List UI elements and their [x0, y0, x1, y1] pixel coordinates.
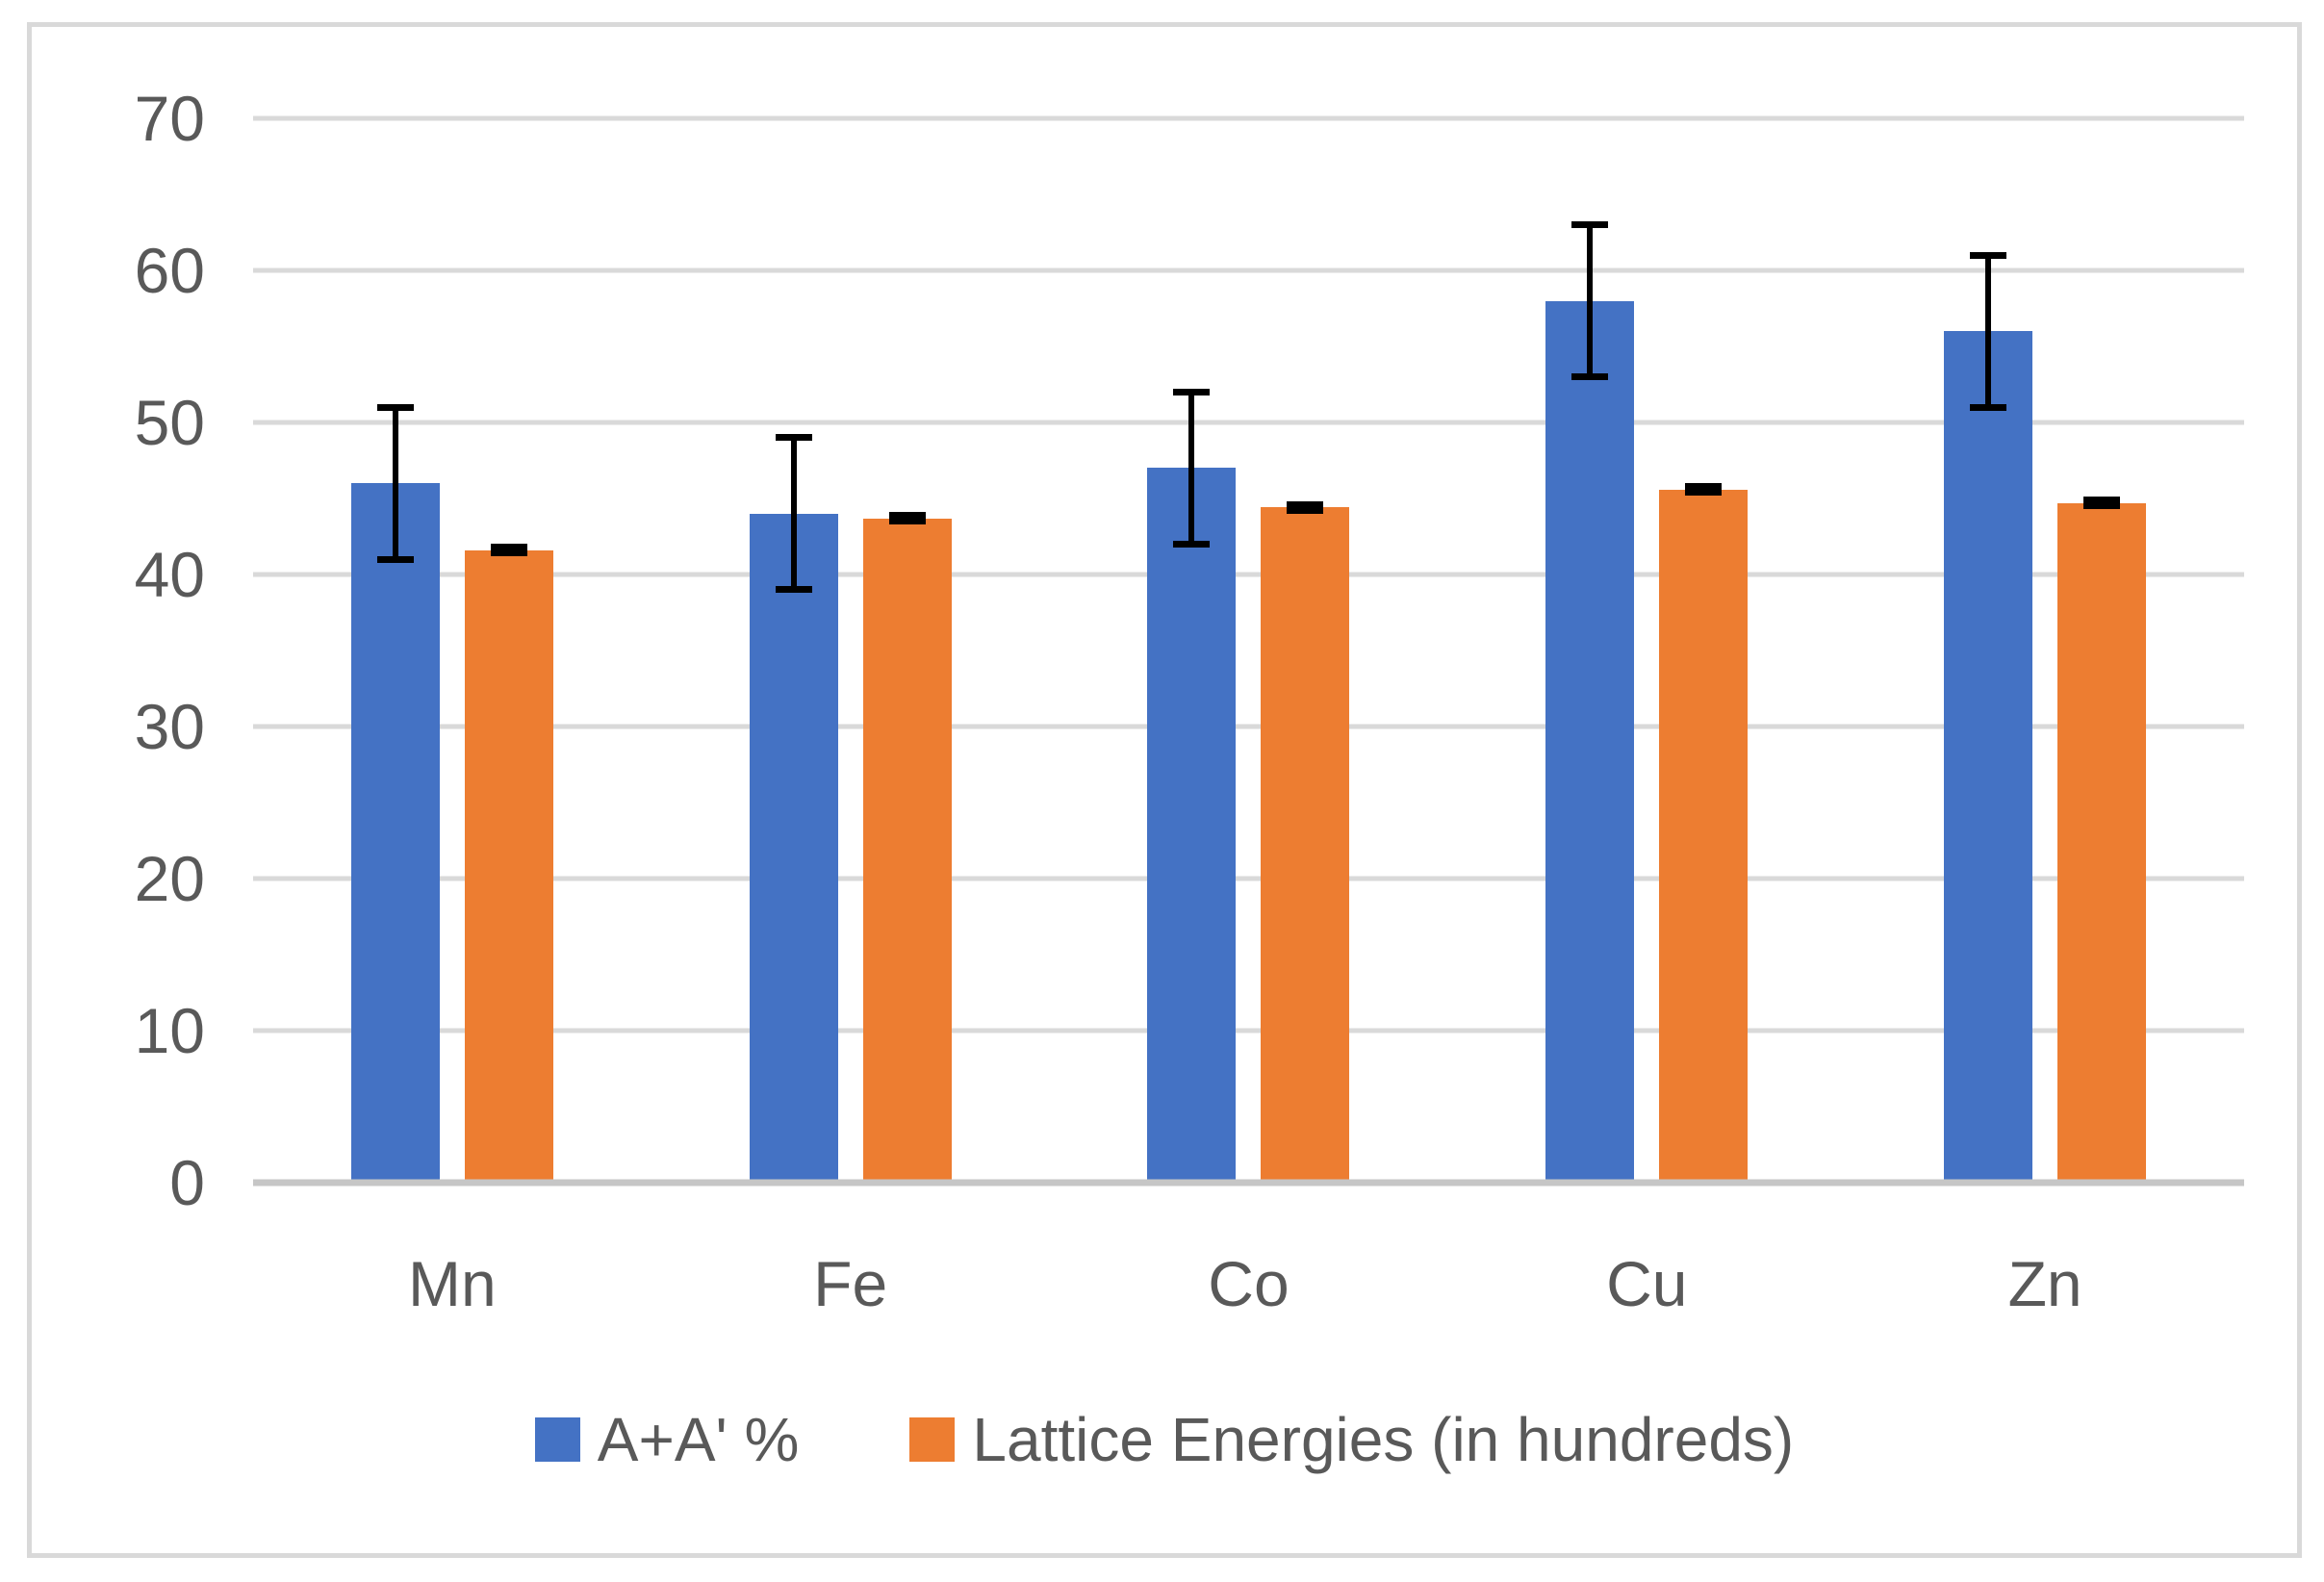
x-category-label: Co — [1208, 1248, 1290, 1319]
bar-series1-fe — [749, 434, 838, 1183]
bar-series1-mn — [350, 403, 440, 1183]
x-axis-line — [253, 1179, 2244, 1186]
bar-group — [1050, 118, 1448, 1183]
error-cap-bottom — [2083, 502, 2121, 510]
bar-series2-zn — [2057, 497, 2147, 1183]
error-cap-top — [1970, 251, 2007, 259]
x-axis: Mn Fe Co Cu Zn — [253, 1247, 2244, 1324]
gridline — [253, 572, 2244, 577]
gridline — [253, 115, 2244, 121]
error-cap-bottom — [376, 555, 414, 563]
legend-swatch — [909, 1417, 956, 1462]
error-cap-top — [775, 434, 812, 442]
error-cap-bottom — [1571, 373, 1609, 381]
chart-frame: 0 10 20 30 40 50 60 70 Mn Fe Co Cu Zn A+A' % Lattice… — [27, 22, 2302, 1558]
legend-item: A+A' % — [534, 1405, 800, 1474]
y-tick-label: 60 — [134, 235, 205, 306]
x-category-label: Cu — [1606, 1248, 1688, 1319]
error-whisker — [1188, 392, 1195, 545]
error-whisker — [1985, 255, 1992, 408]
y-tick-label: 30 — [134, 691, 205, 762]
bar-series2-cu — [1659, 482, 1749, 1183]
y-axis: 0 10 20 30 40 50 60 70 — [61, 87, 205, 1214]
gridline — [253, 268, 2244, 273]
legend-swatch — [534, 1417, 580, 1462]
error-whisker — [392, 407, 398, 560]
legend-label: A+A' % — [597, 1405, 800, 1474]
gridline — [253, 876, 2244, 881]
error-cap-bottom — [490, 549, 527, 557]
bar-group — [1447, 118, 1846, 1183]
error-cap-bottom — [888, 518, 926, 525]
error-cap-top — [888, 511, 926, 519]
legend-item: Lattice Energies (in hundreds) — [909, 1405, 1794, 1474]
y-tick-label: 40 — [134, 539, 205, 610]
x-category-label: Zn — [2007, 1248, 2082, 1319]
y-tick-label: 0 — [169, 1147, 205, 1218]
plot-area — [253, 115, 2244, 1186]
error-cap-top — [376, 403, 414, 411]
y-tick-label: 70 — [134, 83, 205, 154]
legend: A+A' % Lattice Energies (in hundreds) — [32, 1405, 2297, 1474]
bar-series2-fe — [862, 511, 952, 1183]
gridline — [253, 1028, 2244, 1033]
x-category-label: Mn — [408, 1248, 497, 1319]
error-cap-bottom — [1970, 403, 2007, 411]
error-cap-top — [1173, 388, 1211, 396]
bar-group — [1846, 118, 2244, 1183]
bar-series2-mn — [464, 544, 553, 1183]
y-tick-label: 50 — [134, 387, 205, 458]
error-cap-bottom — [1287, 507, 1324, 515]
error-cap-bottom — [775, 586, 812, 594]
y-tick-label: 20 — [134, 843, 205, 914]
error-cap-top — [1287, 500, 1324, 508]
bar-series1-co — [1147, 388, 1237, 1183]
error-cap-top — [1571, 221, 1609, 229]
error-cap-top — [1685, 482, 1723, 490]
x-category-label: Fe — [813, 1248, 888, 1319]
bar-group — [651, 118, 1050, 1183]
bar-series1-cu — [1545, 221, 1635, 1183]
error-whisker — [1587, 224, 1594, 377]
bar-group — [253, 118, 651, 1183]
y-tick-label: 10 — [134, 995, 205, 1066]
error-cap-bottom — [1173, 540, 1211, 548]
error-whisker — [790, 437, 797, 590]
error-cap-top — [490, 544, 527, 551]
gridline — [253, 420, 2244, 425]
legend-label: Lattice Energies (in hundreds) — [972, 1405, 1795, 1474]
error-cap-top — [2083, 497, 2121, 504]
bar-series2-co — [1261, 500, 1350, 1183]
error-cap-bottom — [1685, 489, 1723, 497]
gridline — [253, 724, 2244, 729]
bar-series1-zn — [1944, 251, 2033, 1183]
